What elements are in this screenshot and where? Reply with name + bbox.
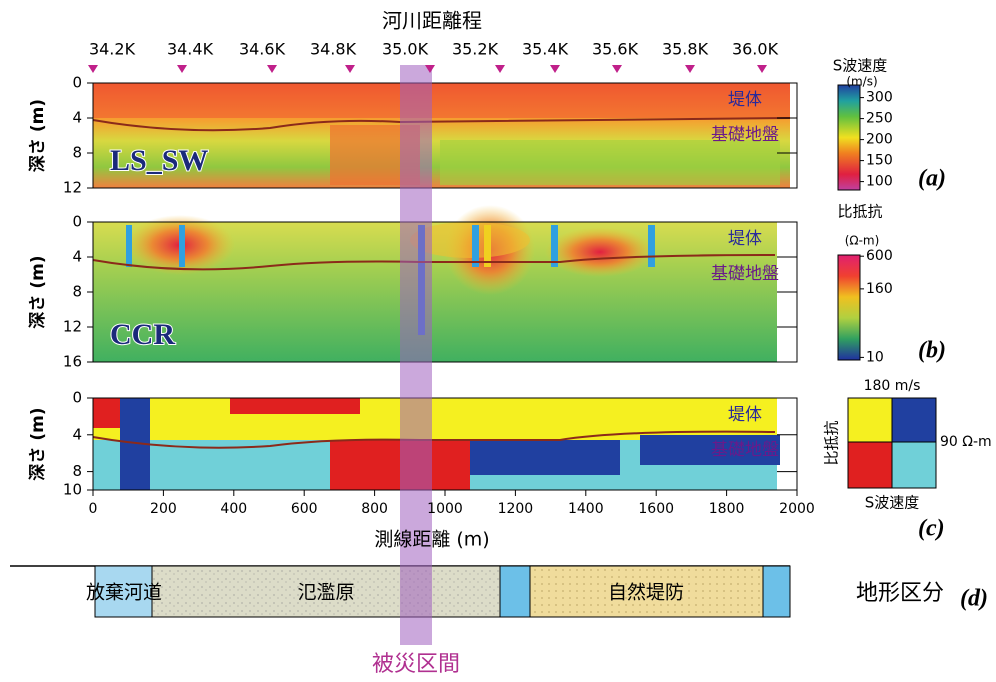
distance-marker: 35.0K [382,40,429,59]
y-tick-label: 8 [72,283,82,301]
legend-top: 180 m/s [864,378,921,394]
x-tick-label: 0 [89,501,98,517]
x-tick-label: 1600 [638,501,674,517]
y-tick-label: 0 [72,213,82,231]
marker-triangle [685,65,695,73]
layer-label: 堤体 [728,229,762,249]
panel-id: (d) [960,586,988,612]
layer-label: 基礎地盤 [711,440,779,460]
distance-marker: 34.4K [167,40,214,59]
marker-triangle [177,65,187,73]
colorbar-tick-label: 100 [866,174,893,190]
terrain-unit: 氾濫原 [297,582,354,604]
colorbar-tick-label: 200 [866,132,893,148]
legend-bottom: S波速度 [865,494,920,512]
legend-c [848,398,936,488]
layer-label: 基礎地盤 [711,264,779,284]
y-tick-label: 12 [63,318,82,336]
colorbar-title: 比抵抗 [837,203,882,221]
marker-triangle [495,65,505,73]
x-tick-label: 400 [220,501,247,517]
y-tick-label: 10 [63,481,82,499]
layer-label: 堤体 [728,405,762,425]
marker-triangle [550,65,560,73]
distance-marker: 34.8K [310,40,357,59]
y-tick-label: 0 [72,389,82,407]
colorbar-tick-label: 10 [866,349,884,365]
colorbar-tick-label: 160 [866,281,893,297]
x-tick-label: 1800 [709,501,745,517]
layer-label: 基礎地盤 [711,125,779,145]
colorbar-tick-label: 250 [866,111,893,127]
x-axis-title: 測線距離 (m) [374,529,489,551]
distance-marker: 35.6K [592,40,639,59]
y-tick-label: 0 [72,74,82,92]
y-axis-title: 深さ (m) [27,255,48,328]
figure: 河川距離程 測線距離 (m) 被災区間 地形区分 (d) 放棄河道 氾濫原 自然… [0,0,996,682]
marker-triangle [757,65,767,73]
distance-marker: 36.0K [732,40,779,59]
y-tick-label: 8 [72,144,82,162]
colorbar-tick-label: 600 [866,248,893,264]
panel-id: (c) [918,516,945,542]
method-label: CCR [110,318,175,351]
distance-marker: 34.6K [239,40,286,59]
top-axis-title: 河川距離程 [382,9,482,33]
x-tick-label: 1000 [427,501,463,517]
distance-marker: 35.2K [452,40,499,59]
y-tick-label: 4 [72,248,82,266]
x-tick-label: 800 [361,501,388,517]
y-axis-title: 深さ (m) [27,407,48,480]
distance-marker: 35.8K [662,40,709,59]
marker-triangle [267,65,277,73]
distance-marker: 34.2K [89,40,136,59]
colorbar-title: S波速度 [833,57,888,75]
legend-right: 90 Ω-m [940,434,992,450]
layer-label: 堤体 [728,90,762,110]
terrain-unit: 自然堤防 [608,582,684,604]
y-tick-label: 4 [72,109,82,127]
colorbar-unit: (m/s) [846,75,877,89]
y-axis-title: 深さ (m) [27,99,48,172]
marker-triangle [345,65,355,73]
colorbar-a [838,85,860,190]
marker-triangle [88,65,98,73]
colorbar-tick-label: 150 [866,153,893,169]
panel-b-image [93,205,777,362]
damage-label: 被災区間 [372,652,460,677]
legend-left: 比抵抗 [823,420,841,465]
x-tick-label: 1200 [498,501,534,517]
y-tick-label: 4 [72,425,82,443]
marker-triangle [612,65,622,73]
panel-id: (b) [918,338,946,364]
x-tick-label: 1400 [568,501,604,517]
terrain-unit: 放棄河道 [86,582,162,604]
y-tick-label: 16 [63,353,82,371]
x-tick-label: 2000 [779,501,815,517]
panel-c-image [93,398,780,490]
colorbar-unit: (Ω-m) [845,234,880,248]
y-tick-label: 8 [72,462,82,480]
method-label: LS_SW [110,144,208,177]
colorbar-tick-label: 300 [866,90,893,106]
colorbar-b [838,255,860,360]
x-tick-label: 200 [150,501,177,517]
damage-band [400,65,432,645]
x-tick-label: 600 [291,501,318,517]
terrain-title: 地形区分 [856,581,944,606]
y-tick-label: 12 [63,179,82,197]
panel-id: (a) [918,166,946,192]
distance-marker: 35.4K [522,40,569,59]
